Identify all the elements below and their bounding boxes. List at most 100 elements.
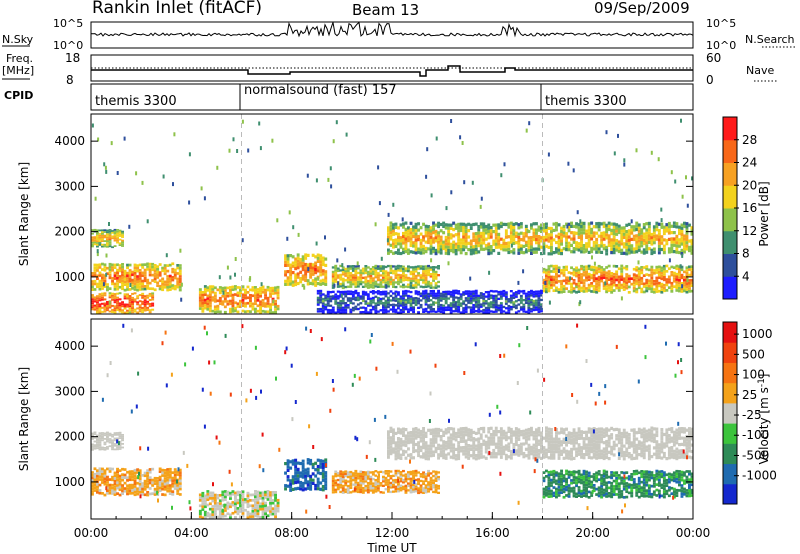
data-cell (492, 442, 496, 446)
noise-right-tick-low: 10^0 (706, 39, 736, 52)
data-cell (665, 278, 669, 281)
data-cell (444, 302, 448, 305)
data-cell (246, 491, 250, 495)
data-cell (108, 240, 112, 242)
data-cell (592, 266, 596, 269)
data-cell (535, 222, 538, 226)
data-cell (645, 250, 649, 254)
data-cell (627, 222, 631, 226)
data-cell (477, 297, 481, 300)
data-cell (168, 288, 172, 291)
data-cell (647, 279, 651, 283)
data-cell (502, 436, 506, 440)
data-cell (111, 230, 114, 232)
data-cell (427, 283, 430, 286)
data-cell (111, 478, 114, 482)
data-cell (517, 235, 521, 239)
data-cell (665, 223, 669, 227)
data-cell (477, 310, 481, 313)
data-cell (113, 307, 117, 310)
data-cell (685, 271, 689, 275)
sparse-echo (623, 162, 626, 167)
data-cell (344, 484, 348, 487)
data-cell (108, 229, 112, 231)
data-cell (402, 433, 405, 437)
data-cell (374, 481, 378, 484)
data-cell (472, 232, 476, 236)
data-cell (484, 450, 488, 454)
sparse-echo (340, 293, 343, 298)
data-cell (316, 289, 320, 293)
data-cell (577, 226, 581, 230)
data-cell (577, 279, 581, 283)
data-cell (409, 306, 413, 310)
data-cell (361, 290, 365, 293)
data-cell (361, 272, 365, 275)
data-cell (286, 254, 290, 258)
data-cell (417, 450, 420, 454)
data-cell (133, 468, 137, 472)
data-cell (627, 245, 631, 249)
data-cell (286, 459, 290, 463)
data-cell (341, 268, 345, 271)
data-cell (595, 244, 599, 248)
data-cell (246, 310, 250, 313)
data-cell (424, 265, 428, 268)
data-cell (494, 239, 498, 243)
data-cell (437, 475, 440, 479)
data-cell (319, 260, 323, 264)
data-cell (587, 275, 591, 279)
data-cell (203, 298, 207, 302)
data-cell (121, 309, 124, 312)
data-cell (93, 271, 97, 275)
data-cell (364, 480, 368, 483)
data-cell (306, 263, 310, 267)
data-cell (657, 276, 661, 279)
data-cell (349, 475, 353, 478)
data-cell (166, 473, 170, 477)
data-cell (652, 250, 656, 254)
data-cell (106, 242, 109, 245)
data-cell (316, 310, 320, 313)
data-cell (128, 280, 132, 283)
data-cell (321, 475, 325, 479)
data-cell (356, 296, 360, 299)
data-cell (409, 228, 413, 232)
data-cell (499, 237, 503, 241)
data-cell (316, 464, 320, 469)
data-cell (537, 306, 541, 309)
data-cell (96, 229, 99, 232)
data-cell (387, 439, 390, 443)
data-cell (685, 237, 689, 242)
data-cell (449, 249, 453, 253)
data-cell (479, 247, 483, 251)
data-cell (472, 294, 476, 298)
data-cell (434, 282, 438, 285)
data-cell (522, 308, 526, 311)
data-cell (397, 449, 400, 453)
data-cell (93, 239, 97, 242)
data-cell (672, 271, 676, 275)
data-cell (409, 470, 413, 474)
data-cell (605, 279, 609, 283)
data-cell (494, 426, 498, 430)
data-cell (101, 262, 104, 266)
data-cell (334, 302, 338, 305)
data-cell (422, 235, 425, 239)
data-cell (595, 241, 599, 245)
data-cell (650, 271, 654, 274)
sparse-echo (324, 235, 326, 240)
data-cell (514, 439, 518, 443)
data-cell (459, 225, 463, 229)
data-cell (585, 273, 588, 277)
data-cell (321, 278, 325, 282)
data-cell (469, 435, 473, 439)
data-cell (306, 483, 310, 487)
data-cell (389, 278, 393, 281)
data-cell (399, 302, 403, 305)
data-cell (540, 305, 543, 308)
data-cell (683, 278, 686, 282)
data-cell (575, 290, 578, 294)
sparse-echo (681, 284, 684, 289)
data-cell (517, 239, 521, 243)
